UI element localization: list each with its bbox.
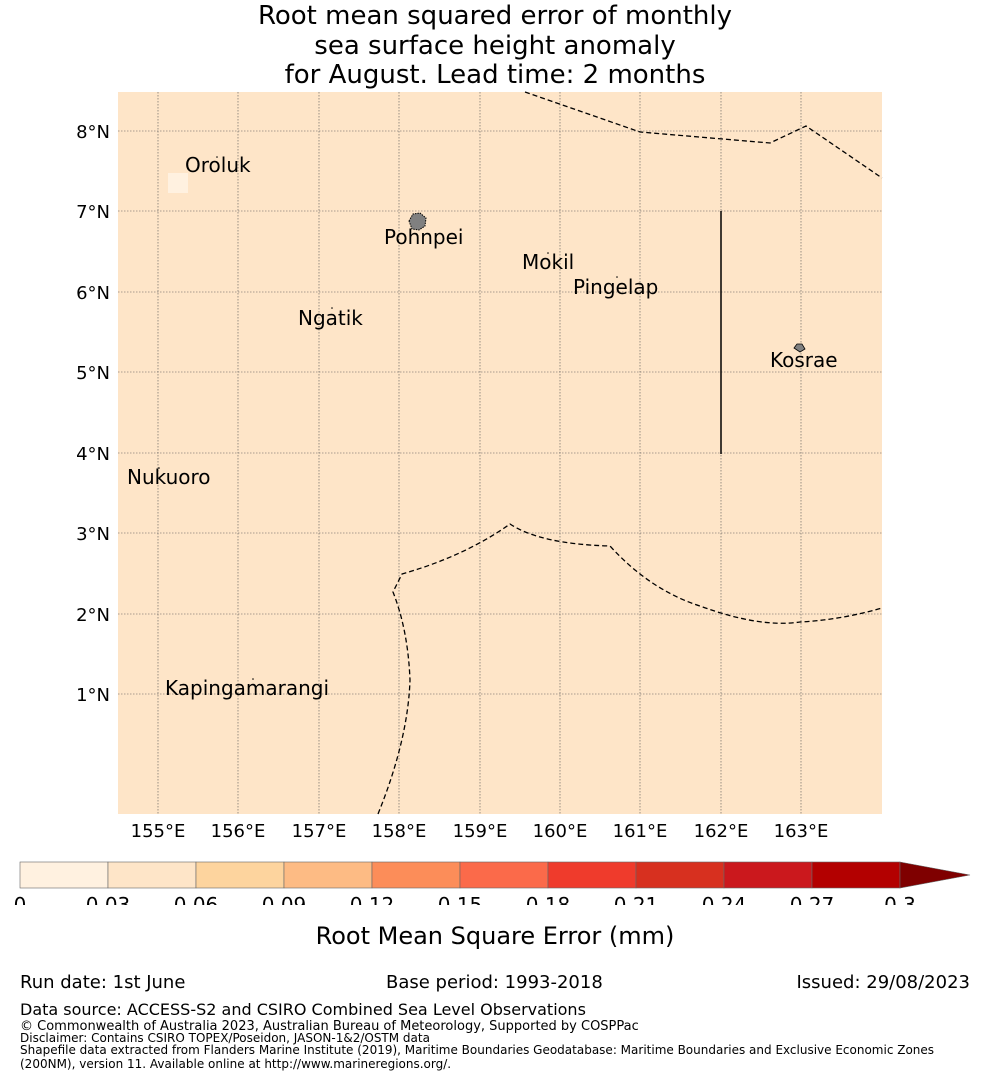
lat-label: 5°N xyxy=(76,363,110,384)
lon-label: 163°E xyxy=(774,821,829,842)
data-source: Data source: ACCESS-S2 and CSIRO Combine… xyxy=(20,1000,586,1019)
colorbar-tick-label: 0.18 xyxy=(526,893,571,905)
colorbar-tick-label: 0.27 xyxy=(790,893,835,905)
place-label-pingelap: Pingelap xyxy=(573,275,658,299)
lat-label: 7°N xyxy=(76,202,110,223)
lon-label: 157°E xyxy=(292,821,347,842)
lat-label: 4°N xyxy=(76,444,110,465)
gridlines xyxy=(118,92,882,814)
colorbar-tick-label: 0.06 xyxy=(174,893,219,905)
lat-label: 6°N xyxy=(76,283,110,304)
chart-title: Root mean squared error of monthly sea s… xyxy=(0,1,990,91)
run-date: Run date: 1st June xyxy=(20,972,186,993)
colorbar-tick-label: 0.3 xyxy=(884,893,916,905)
lat-label: 3°N xyxy=(76,524,110,545)
map-figure: Oroluk Pohnpei Mokil Pingelap Ngatik Kos… xyxy=(14,91,971,905)
colorbar-tick-label: 0.09 xyxy=(262,893,307,905)
place-label-oroluk: Oroluk xyxy=(185,153,251,177)
lon-label: 159°E xyxy=(453,821,508,842)
colorbar-segment xyxy=(283,861,373,889)
colorbar-ticks: 0 0.03 0.06 0.09 0.12 0.15 0.18 0.21 0.24 0.27 0.3 xyxy=(14,893,916,905)
issued-date: Issued: 29/08/2023 xyxy=(796,972,970,993)
colorbar-tick-label: 0.24 xyxy=(702,893,747,905)
lon-label: 156°E xyxy=(211,821,266,842)
lat-label: 2°N xyxy=(76,605,110,626)
lon-label: 155°E xyxy=(131,821,186,842)
lon-label: 162°E xyxy=(694,821,749,842)
place-label-kapingamarangi: Kapingamarangi xyxy=(165,676,329,700)
colorbar-tick-label: 0.12 xyxy=(350,893,395,905)
base-period: Base period: 1993-2018 xyxy=(386,972,603,993)
colorbar-label: Root Mean Square Error (mm) xyxy=(315,922,675,950)
colorbar-segment xyxy=(19,861,109,889)
title-line-2: sea surface height anomaly xyxy=(314,30,676,61)
colorbar-segment xyxy=(723,861,813,889)
lon-label: 160°E xyxy=(533,821,588,842)
kosrae-island xyxy=(793,343,806,353)
colorbar-extend-arrow xyxy=(899,861,971,889)
pohnpei-island xyxy=(408,212,427,231)
colorbar-segment xyxy=(547,861,637,889)
colorbar-segment xyxy=(195,861,285,889)
shapefile-credit-2: (200NM), version 11. Available online at… xyxy=(20,1057,452,1071)
colorbar xyxy=(19,861,971,889)
place-label-pohnpei: Pohnpei xyxy=(384,225,464,249)
colorbar-segment xyxy=(107,861,197,889)
title-line-3: for August. Lead time: 2 months xyxy=(284,60,706,90)
place-label-ngatik: Ngatik xyxy=(298,306,363,330)
colorbar-segment xyxy=(635,861,725,889)
place-label-kosrae: Kosrae xyxy=(770,348,838,372)
colorbar-tick-label: 0.21 xyxy=(614,893,659,905)
lon-label: 158°E xyxy=(372,821,427,842)
disclaimer: Disclaimer: Contains CSIRO TOPEX/Poseido… xyxy=(20,1031,430,1045)
copyright: © Commonwealth of Australia 2023, Austra… xyxy=(20,1019,639,1034)
place-label-nukuoro: Nukuoro xyxy=(127,465,211,489)
colorbar-segment xyxy=(371,861,461,889)
colorbar-tick-label: 0.15 xyxy=(438,893,483,905)
shapefile-credit-1: Shapefile data extracted from Flanders M… xyxy=(20,1043,935,1057)
colorbar-segment xyxy=(459,861,549,889)
atoll-dots xyxy=(158,156,618,680)
lat-label: 1°N xyxy=(76,685,110,706)
lat-label: 8°N xyxy=(76,122,110,143)
light-cell xyxy=(168,173,188,193)
title-line-1: Root mean squared error of monthly xyxy=(257,1,733,31)
lon-label: 161°E xyxy=(613,821,668,842)
colorbar-tick-label: 0 xyxy=(14,893,27,905)
colorbar-tick-label: 0.03 xyxy=(86,893,131,905)
colorbar-segment xyxy=(811,861,901,889)
place-label-mokil: Mokil xyxy=(522,250,574,274)
eez-boundaries xyxy=(377,91,883,815)
